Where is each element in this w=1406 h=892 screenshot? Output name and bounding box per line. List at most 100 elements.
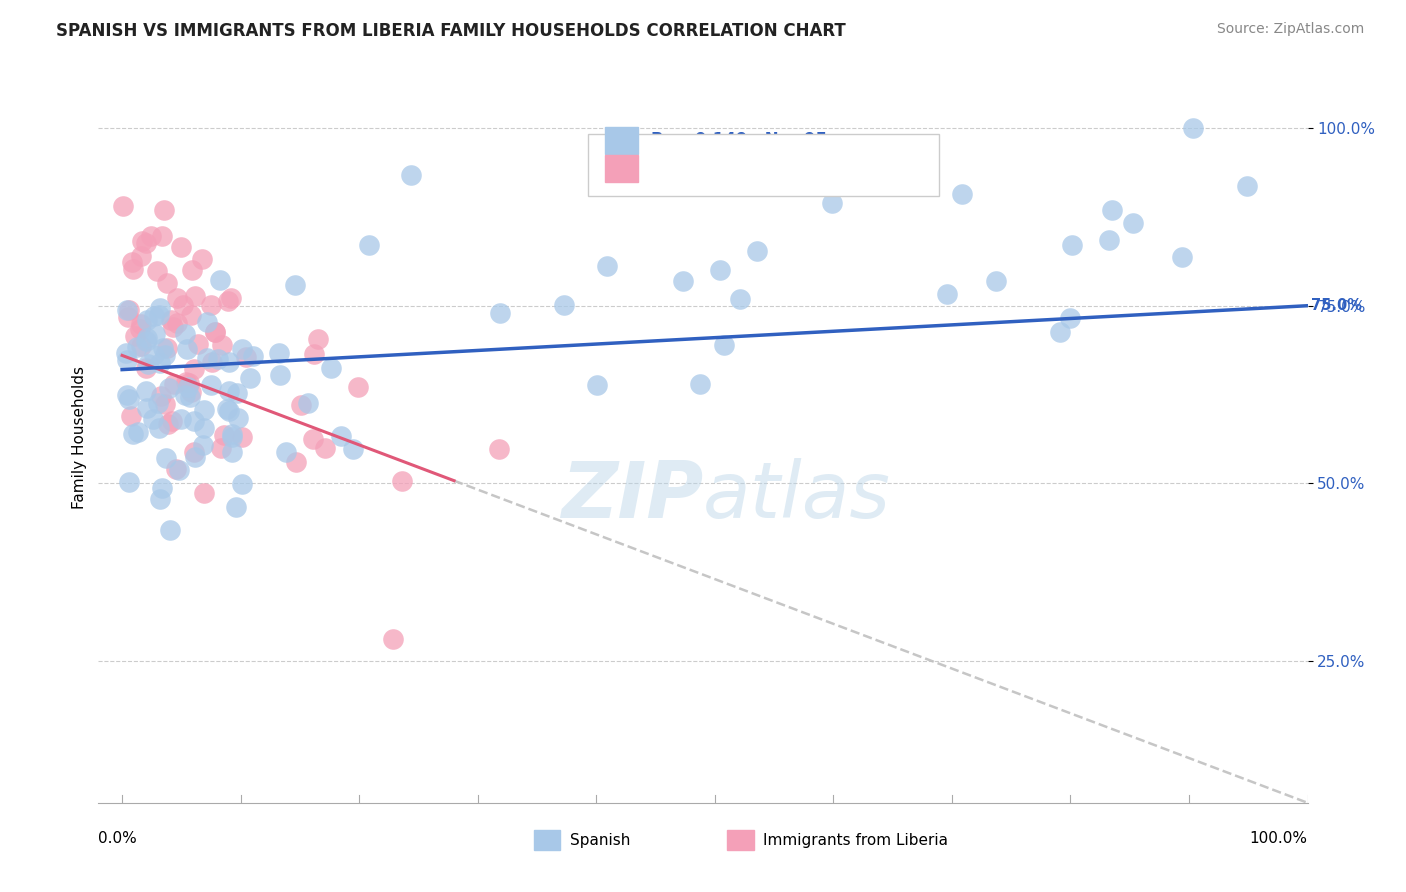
Point	[120, 409, 142, 423]
Point	[172, 298, 194, 312]
Point	[200, 298, 222, 312]
Point	[135, 361, 157, 376]
Point	[127, 340, 149, 354]
Point	[156, 276, 179, 290]
Point	[1097, 233, 1119, 247]
Text: SPANISH VS IMMIGRANTS FROM LIBERIA FAMILY HOUSEHOLDS CORRELATION CHART: SPANISH VS IMMIGRANTS FROM LIBERIA FAMIL…	[56, 22, 846, 40]
Point	[217, 294, 239, 309]
Text: 75.0%: 75.0%	[1312, 298, 1362, 313]
Point	[269, 368, 291, 383]
Point	[127, 425, 149, 439]
Point	[162, 320, 184, 334]
Point	[148, 308, 170, 322]
Point	[184, 450, 207, 464]
FancyBboxPatch shape	[588, 134, 939, 195]
Point	[214, 428, 236, 442]
Point	[553, 298, 575, 312]
Point	[226, 411, 249, 425]
Point	[195, 315, 218, 329]
Point	[950, 186, 973, 201]
Point	[169, 240, 191, 254]
Point	[150, 481, 173, 495]
Point	[184, 289, 207, 303]
Point	[231, 343, 253, 357]
Point	[150, 389, 173, 403]
Point	[135, 334, 157, 349]
Point	[146, 264, 169, 278]
Point	[150, 229, 173, 244]
Point	[176, 342, 198, 356]
Point	[122, 426, 145, 441]
Point	[283, 277, 305, 292]
Text: R = -0.261   N = 64: R = -0.261 N = 64	[651, 160, 828, 178]
Point	[193, 486, 215, 500]
FancyBboxPatch shape	[605, 154, 638, 182]
Point	[115, 387, 138, 401]
Point	[167, 463, 190, 477]
Point	[177, 376, 200, 391]
Point	[489, 306, 512, 320]
Point	[173, 326, 195, 341]
Point	[115, 345, 138, 359]
Point	[191, 252, 214, 266]
Point	[284, 454, 307, 468]
Point	[112, 199, 135, 213]
Point	[1122, 216, 1144, 230]
Point	[595, 260, 617, 274]
Point	[135, 235, 157, 250]
Text: Spanish: Spanish	[569, 832, 630, 847]
Point	[180, 263, 202, 277]
Point	[713, 337, 735, 351]
Point	[314, 441, 336, 455]
Point	[984, 274, 1007, 288]
Point	[209, 441, 232, 455]
Point	[204, 325, 226, 339]
Point	[152, 341, 174, 355]
Point	[136, 358, 159, 372]
Point	[131, 249, 153, 263]
Point	[820, 195, 842, 210]
Point	[149, 301, 172, 316]
Point	[201, 355, 224, 369]
Point	[183, 361, 205, 376]
Point	[183, 444, 205, 458]
Point	[152, 203, 174, 218]
Point	[153, 397, 176, 411]
Point	[159, 523, 181, 537]
Point	[204, 326, 226, 340]
Point	[159, 381, 181, 395]
Point	[180, 385, 202, 400]
Point	[346, 379, 368, 393]
Text: R =  0.149   N = 95: R = 0.149 N = 95	[651, 131, 827, 150]
Point	[187, 336, 209, 351]
Point	[225, 500, 247, 514]
Point	[1101, 202, 1123, 217]
Point	[1049, 325, 1071, 339]
Point	[142, 309, 165, 323]
Point	[135, 384, 157, 398]
Point	[193, 403, 215, 417]
Point	[302, 347, 325, 361]
Point	[342, 442, 364, 456]
Point	[1182, 121, 1205, 136]
Point	[307, 332, 329, 346]
Point	[399, 169, 422, 183]
Point	[142, 348, 165, 362]
Bar	[727, 830, 754, 850]
Point	[115, 353, 138, 368]
Point	[382, 632, 405, 647]
Point	[274, 444, 297, 458]
Text: Source: ZipAtlas.com: Source: ZipAtlas.com	[1216, 22, 1364, 37]
Point	[118, 392, 141, 406]
Point	[149, 492, 172, 507]
Point	[115, 303, 138, 318]
Point	[208, 273, 231, 287]
Point	[146, 396, 169, 410]
Point	[136, 312, 159, 326]
Point	[193, 421, 215, 435]
Point	[1059, 311, 1081, 326]
Point	[160, 313, 183, 327]
Point	[121, 255, 143, 269]
Point	[124, 328, 146, 343]
Point	[179, 390, 201, 404]
